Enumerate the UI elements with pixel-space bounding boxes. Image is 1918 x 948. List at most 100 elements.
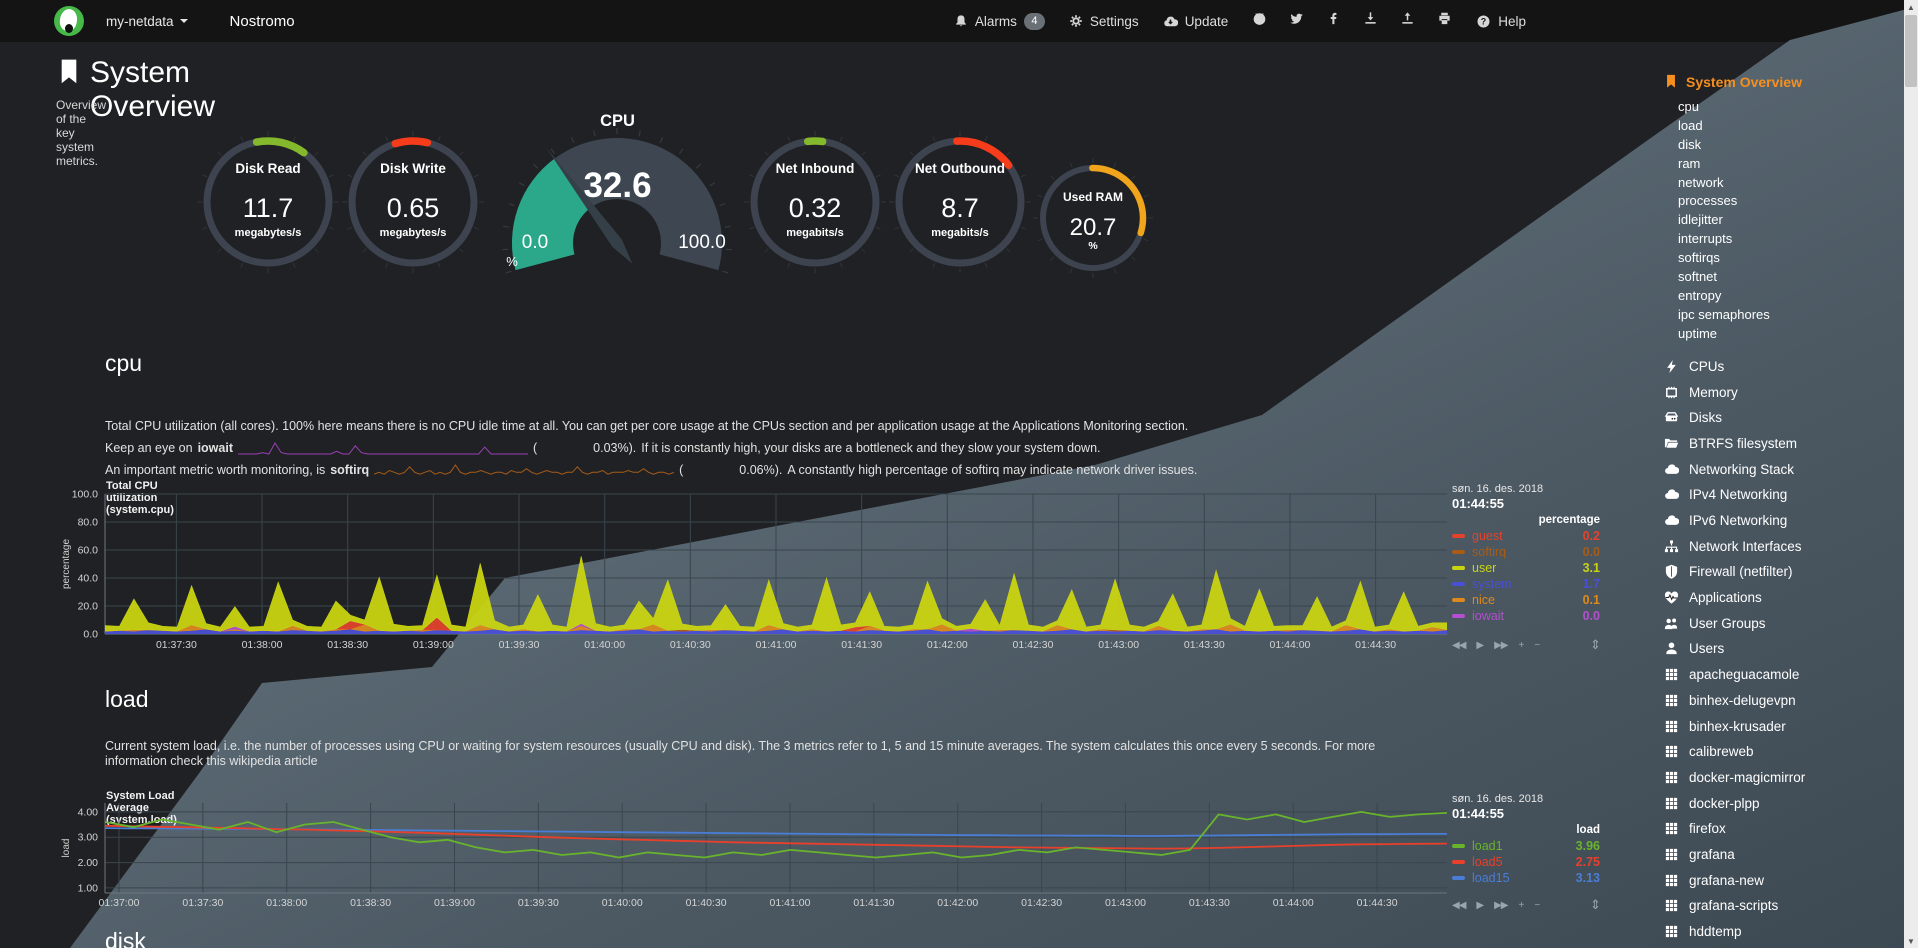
- cpu-gauge-tick: [722, 270, 729, 274]
- cpu-gauge-chart[interactable]: CPU 32.6 0.0 100.0 %: [495, 110, 740, 287]
- upload-link[interactable]: [1400, 11, 1415, 31]
- github-link[interactable]: [1252, 11, 1267, 31]
- sidebar-subitem-interrupts[interactable]: interrupts: [1678, 231, 1733, 247]
- cloud-update-icon: [1163, 16, 1178, 26]
- gauge-value: 20.7: [1069, 214, 1117, 241]
- load-chart-resize-handle[interactable]: ⇕: [1590, 897, 1601, 912]
- gauge-net-inbound[interactable]: Net Inbound 0.32 megabits/s: [740, 127, 890, 277]
- sidebar-subitem-disk[interactable]: disk: [1678, 136, 1702, 152]
- update-button[interactable]: Update: [1163, 14, 1228, 29]
- y-tick-label: 2.00: [78, 857, 99, 869]
- legend-row-nice[interactable]: nice 0.1: [1452, 592, 1600, 608]
- gauge-disk-read[interactable]: Disk Read 11.7 megabytes/s: [193, 127, 343, 277]
- facebook-link[interactable]: [1326, 11, 1341, 31]
- sidebar-item-system-overview[interactable]: System Overview: [1664, 72, 1904, 92]
- sidebar-item-label: apacheguacamole: [1689, 667, 1800, 683]
- page-scrollbar[interactable]: ▲ ▼: [1904, 0, 1918, 948]
- sidebar-item-applications[interactable]: Applications: [1664, 585, 1904, 611]
- sidebar-item-memory[interactable]: Memory: [1664, 379, 1904, 405]
- cpu-chart[interactable]: 01:37:30 01:38:00 01:38:30 01:39:00 01:39:30…: [60, 478, 1455, 656]
- scrollbar-thumb[interactable]: [1905, 15, 1917, 87]
- zoom-in-button[interactable]: +: [1518, 900, 1524, 911]
- sidebar-item-ipv6-networking[interactable]: IPv6 Networking: [1664, 508, 1904, 534]
- sidebar-subitem-softirqs[interactable]: softirqs: [1678, 250, 1720, 266]
- alarms-button[interactable]: Alarms 4: [954, 12, 1045, 30]
- sidebar-item-firefox[interactable]: firefox: [1664, 816, 1904, 842]
- sidebar-subitem-processes[interactable]: processes: [1678, 193, 1738, 209]
- sidebar-item-network-interfaces[interactable]: Network Interfaces: [1664, 533, 1904, 559]
- play-button[interactable]: ▶: [1476, 900, 1484, 911]
- legend-row-load1[interactable]: load1 3.96: [1452, 838, 1600, 854]
- pan-forward-button[interactable]: ▶▶: [1494, 640, 1508, 651]
- scrollbar-up-arrow[interactable]: ▲: [1907, 2, 1915, 12]
- sidebar-item-calibreweb[interactable]: calibreweb: [1664, 739, 1904, 765]
- sidebar-subitem-network[interactable]: network: [1678, 174, 1724, 190]
- sidebar-item-label: binhex-krusader: [1689, 718, 1786, 734]
- sidebar-item-ipv4-networking[interactable]: IPv4 Networking: [1664, 482, 1904, 508]
- legend-row-load5[interactable]: load5 2.75: [1452, 854, 1600, 870]
- sidebar-subitem-cpu[interactable]: cpu: [1678, 99, 1699, 114]
- sidebar-subitem-idlejitter[interactable]: idlejitter: [1678, 212, 1723, 228]
- sidebar-item-label: Applications: [1689, 590, 1762, 606]
- legend-row-system[interactable]: system 1.7: [1452, 576, 1600, 592]
- sidebar-subitem-softnet[interactable]: softnet: [1678, 269, 1718, 285]
- y-tick-label: 0.0: [83, 629, 98, 641]
- sidebar-subitem-ipc-semaphores[interactable]: ipc semaphores: [1678, 306, 1770, 322]
- gauge-used-ram[interactable]: Used RAM 20.7%: [1029, 154, 1157, 282]
- help-button[interactable]: ? Help: [1476, 14, 1526, 29]
- sidebar-item-networking-stack[interactable]: Networking Stack: [1664, 456, 1904, 482]
- sidebar-item-grafana[interactable]: grafana: [1664, 842, 1904, 868]
- my-netdata-menu[interactable]: my-netdata: [106, 14, 188, 29]
- sidebar-item-grafana-scripts[interactable]: grafana-scripts: [1664, 893, 1904, 919]
- cpu-gauge-tick: [550, 148, 555, 155]
- twitter-link[interactable]: [1289, 11, 1304, 31]
- gauge-tick: [984, 136, 988, 142]
- pan-backward-button[interactable]: ◀◀: [1452, 640, 1466, 651]
- zoom-out-button[interactable]: −: [1534, 900, 1540, 911]
- print-link[interactable]: [1437, 11, 1452, 31]
- sparkline-path: [238, 442, 528, 455]
- sidebar-item-firewall-netfilter-[interactable]: Firewall (netfilter): [1664, 559, 1904, 585]
- legend-row-guest[interactable]: guest 0.2: [1452, 528, 1600, 544]
- settings-button[interactable]: Settings: [1069, 14, 1139, 29]
- brand-label: my-netdata: [106, 13, 174, 29]
- sidebar-item-users[interactable]: Users: [1664, 636, 1904, 662]
- legend-swatch: [1452, 534, 1465, 538]
- zoom-out-button[interactable]: −: [1534, 640, 1540, 651]
- sidebar-subitem-uptime[interactable]: uptime: [1678, 325, 1718, 341]
- sitemap-icon: [1664, 540, 1679, 552]
- sidebar-item-label: Disks: [1689, 410, 1722, 426]
- gauge-disk-write[interactable]: Disk Write 0.65 megabytes/s: [338, 127, 488, 277]
- cpu-chart-resize-handle[interactable]: ⇕: [1590, 637, 1601, 652]
- sidebar-item-grafana-new[interactable]: grafana-new: [1664, 867, 1904, 893]
- sidebar-subitem-ram[interactable]: ram: [1678, 155, 1701, 171]
- play-button[interactable]: ▶: [1476, 640, 1484, 651]
- sidebar-item-binhex-krusader[interactable]: binhex-krusader: [1664, 713, 1904, 739]
- gauge-net-outbound[interactable]: Net Outbound 8.7 megabits/s: [885, 127, 1035, 277]
- gauge-tick: [459, 248, 464, 253]
- pan-backward-button[interactable]: ◀◀: [1452, 900, 1466, 911]
- sidebar-item-binhex-delugevpn[interactable]: binhex-delugevpn: [1664, 688, 1904, 714]
- sidebar-item-docker-plpp[interactable]: docker-plpp: [1664, 790, 1904, 816]
- sidebar-item-btrfs-filesystem[interactable]: BTRFS filesystem: [1664, 431, 1904, 457]
- sidebar-item-docker-magicmirror[interactable]: docker-magicmirror: [1664, 765, 1904, 791]
- load-chart[interactable]: 01:37:00 01:37:30 01:38:00 01:38:30 01:39:00…: [60, 786, 1455, 918]
- legend-row-load15[interactable]: load15 3.13: [1452, 870, 1600, 886]
- legend-row-user[interactable]: user 3.1: [1452, 560, 1600, 576]
- sidebar-item-disks[interactable]: Disks: [1664, 405, 1904, 431]
- zoom-in-button[interactable]: +: [1518, 640, 1524, 651]
- netdata-logo-icon[interactable]: [54, 6, 84, 36]
- pan-forward-button[interactable]: ▶▶: [1494, 900, 1508, 911]
- legend-series-name: softirq: [1472, 545, 1507, 559]
- sidebar-subitem-entropy[interactable]: entropy: [1678, 287, 1722, 303]
- sidebar-item-hddtemp[interactable]: hddtemp: [1664, 919, 1904, 945]
- legend-row-iowait[interactable]: iowait 0.0: [1452, 608, 1600, 624]
- sidebar-item-user-groups[interactable]: User Groups: [1664, 610, 1904, 636]
- sidebar-item-cpus[interactable]: CPUs: [1664, 354, 1904, 380]
- page-title: System Overview: [90, 56, 216, 123]
- legend-row-softirq[interactable]: softirq 0.0: [1452, 544, 1600, 560]
- scrollbar-down-arrow[interactable]: ▼: [1907, 936, 1915, 946]
- sidebar-subitem-load[interactable]: load: [1678, 117, 1703, 133]
- download-link[interactable]: [1363, 11, 1378, 31]
- sidebar-item-apacheguacamole[interactable]: apacheguacamole: [1664, 662, 1904, 688]
